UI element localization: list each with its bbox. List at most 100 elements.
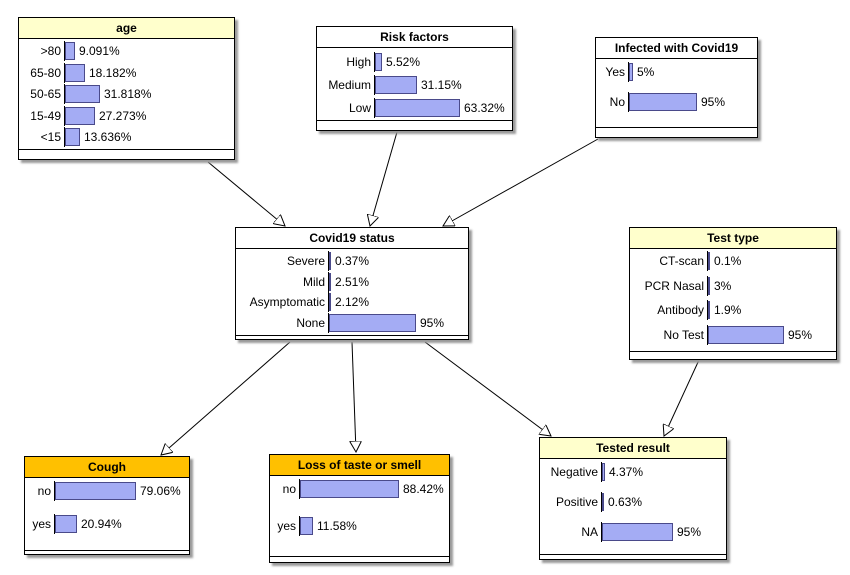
state-row[interactable]: No Test 95% bbox=[630, 324, 836, 345]
state-row[interactable]: PCR Nasal 3% bbox=[630, 275, 836, 296]
state-row[interactable]: NA 95% bbox=[540, 522, 726, 542]
state-row[interactable]: Low 63.32% bbox=[317, 98, 512, 118]
node-tested-result[interactable]: Tested result Negative 4.37% Positive 0.63%… bbox=[539, 437, 727, 560]
probability-bar bbox=[65, 85, 100, 103]
axis-tick bbox=[707, 300, 708, 320]
node-states: Severe 0.37% Mild 2.51% Asymptomatic 2.12% Non… bbox=[236, 249, 468, 336]
axis-tick bbox=[601, 462, 602, 482]
probability-bar bbox=[65, 128, 80, 146]
axis-tick bbox=[64, 62, 65, 83]
state-row[interactable]: no 79.06% bbox=[25, 481, 189, 501]
state-row[interactable]: Positive 0.63% bbox=[540, 492, 726, 512]
node-covid19-status[interactable]: Covid19 status Severe 0.37% Mild 2.51% Asymp… bbox=[235, 227, 469, 340]
probability-value: 5% bbox=[637, 65, 655, 79]
probability-bar bbox=[629, 93, 697, 111]
probability-value: 88.42% bbox=[403, 482, 444, 496]
node-test-type[interactable]: Test type CT-scan 0.1% PCR Nasal 3% Antibody… bbox=[629, 227, 837, 360]
state-label: No Test bbox=[663, 327, 704, 342]
node-cough[interactable]: Cough no 79.06% yes 20.94% bbox=[24, 456, 190, 555]
node-loss-of-taste-or-smell[interactable]: Loss of taste or smell no 88.42% yes 11.58% bbox=[269, 454, 450, 563]
axis-tick bbox=[374, 98, 375, 118]
state-row[interactable]: No 95% bbox=[596, 92, 757, 112]
probability-bar bbox=[329, 313, 416, 332]
probability-bar bbox=[329, 293, 331, 311]
probability-value: 31.818% bbox=[104, 87, 152, 101]
probability-value: 2.51% bbox=[335, 274, 370, 289]
node-states: Negative 4.37% Positive 0.63% NA 95% bbox=[540, 459, 726, 555]
probability-value: 13.636% bbox=[84, 130, 132, 144]
node-states: Yes 5% No 95% bbox=[596, 59, 757, 128]
probability-value: 31.15% bbox=[421, 78, 462, 92]
probability-bar bbox=[629, 63, 633, 81]
state-label: No bbox=[609, 95, 625, 109]
probability-value: 95% bbox=[788, 327, 813, 342]
state-label: >80 bbox=[40, 44, 61, 58]
state-row[interactable]: <15 13.636% bbox=[19, 127, 234, 147]
axis-tick bbox=[54, 514, 55, 534]
probability-value: 27.273% bbox=[99, 108, 147, 123]
state-label: yes bbox=[277, 519, 296, 533]
probability-bar bbox=[65, 63, 85, 82]
state-label: Antibody bbox=[657, 303, 704, 317]
state-row[interactable]: Mild 2.51% bbox=[236, 271, 468, 292]
axis-tick bbox=[328, 251, 329, 271]
state-label: Severe bbox=[286, 254, 325, 268]
state-row[interactable]: Yes 5% bbox=[596, 62, 757, 82]
node-title: age bbox=[19, 18, 234, 39]
state-row[interactable]: None 95% bbox=[236, 312, 468, 333]
probability-value: 0.1% bbox=[714, 254, 742, 268]
node-title: Tested result bbox=[540, 438, 726, 459]
node-infected-with-covid19[interactable]: Infected with Covid19 Yes 5% No 95% bbox=[595, 37, 758, 138]
probability-value: 0.37% bbox=[335, 254, 370, 268]
axis-tick bbox=[64, 41, 65, 61]
state-row[interactable]: CT-scan 0.1% bbox=[630, 251, 836, 271]
state-row[interactable]: 65-80 18.182% bbox=[19, 62, 234, 83]
state-label: Mild bbox=[302, 274, 325, 289]
state-label: Low bbox=[348, 101, 371, 115]
probability-bar bbox=[708, 325, 784, 344]
state-row[interactable]: yes 11.58% bbox=[270, 516, 449, 536]
node-risk-factors[interactable]: Risk factors High 5.52% Medium 31.15% Low 63.… bbox=[316, 26, 513, 131]
state-label: 65-80 bbox=[30, 65, 61, 80]
probability-bar bbox=[708, 301, 710, 319]
probability-bar bbox=[602, 463, 605, 481]
axis-tick bbox=[601, 522, 602, 542]
probability-value: 79.06% bbox=[140, 484, 181, 498]
node-age[interactable]: age >80 9.091% 65-80 18.182% 50-65 31.818% 15-… bbox=[18, 17, 235, 160]
probability-value: 0.63% bbox=[608, 495, 643, 509]
axis-tick bbox=[707, 324, 708, 345]
probability-value: 95% bbox=[701, 95, 726, 109]
probability-bar bbox=[65, 106, 95, 125]
probability-bar bbox=[602, 493, 604, 511]
probability-bar bbox=[708, 276, 710, 295]
axis-tick bbox=[374, 75, 375, 95]
probability-bar bbox=[375, 76, 417, 94]
axis-tick bbox=[328, 292, 329, 312]
state-row[interactable]: Negative 4.37% bbox=[540, 462, 726, 482]
probability-value: 63.32% bbox=[464, 101, 505, 115]
state-row[interactable]: no 88.42% bbox=[270, 479, 449, 499]
state-label: NA bbox=[581, 525, 598, 539]
axis-tick bbox=[628, 62, 629, 82]
state-row[interactable]: >80 9.091% bbox=[19, 41, 234, 61]
axis-tick bbox=[299, 479, 300, 499]
state-row[interactable]: 15-49 27.273% bbox=[19, 105, 234, 126]
axis-tick bbox=[707, 251, 708, 271]
probability-value: 9.091% bbox=[79, 44, 120, 58]
probability-value: 11.58% bbox=[317, 519, 357, 533]
state-row[interactable]: Asymptomatic 2.12% bbox=[236, 292, 468, 312]
state-row[interactable]: 50-65 31.818% bbox=[19, 84, 234, 104]
probability-value: 4.37% bbox=[609, 465, 644, 479]
state-row[interactable]: Medium 31.15% bbox=[317, 75, 512, 95]
axis-tick bbox=[64, 127, 65, 147]
state-row[interactable]: yes 20.94% bbox=[25, 514, 189, 534]
state-row[interactable]: Severe 0.37% bbox=[236, 251, 468, 271]
probability-value: 95% bbox=[420, 315, 445, 330]
state-row[interactable]: High 5.52% bbox=[317, 52, 512, 72]
state-row[interactable]: Antibody 1.9% bbox=[630, 300, 836, 320]
arrow-risk-to-status bbox=[370, 131, 398, 226]
probability-value: 3% bbox=[714, 278, 732, 293]
state-label: Positive bbox=[555, 495, 598, 509]
probability-bar bbox=[55, 482, 136, 500]
